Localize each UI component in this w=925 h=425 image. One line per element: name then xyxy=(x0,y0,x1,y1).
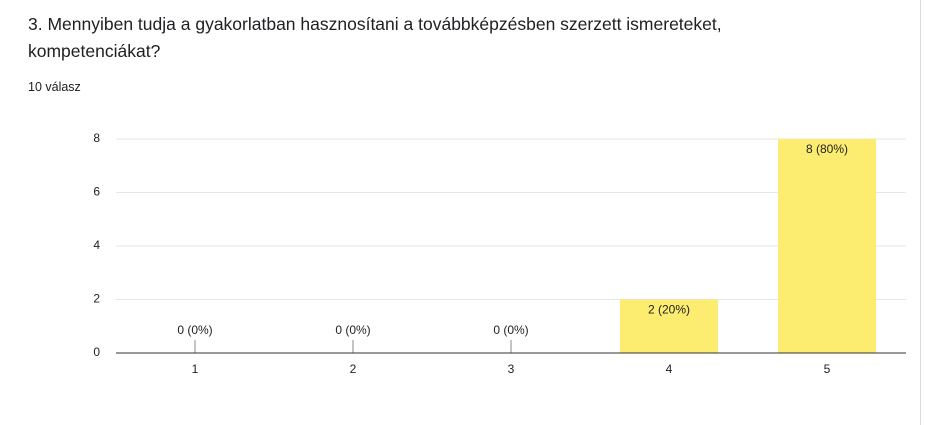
x-tick-label: 5 xyxy=(824,362,831,376)
y-tick-label: 0 xyxy=(93,345,100,359)
y-tick-label: 6 xyxy=(93,185,100,199)
card-edge xyxy=(920,0,921,425)
x-tick-label: 1 xyxy=(192,362,199,376)
response-count: 10 válasz xyxy=(28,80,81,94)
bar xyxy=(778,139,876,353)
value-label: 0 (0%) xyxy=(177,323,212,337)
value-label: 2 (20%) xyxy=(648,303,690,317)
y-tick-label: 8 xyxy=(93,131,100,145)
x-tick-label: 3 xyxy=(508,362,515,376)
y-tick-label: 2 xyxy=(93,292,100,306)
bar xyxy=(620,299,718,353)
x-tick-label: 4 xyxy=(666,362,673,376)
x-tick-label: 2 xyxy=(350,362,357,376)
y-tick-label: 4 xyxy=(93,238,100,252)
chart-title: 3. Mennyiben tudja a gyakorlatban haszno… xyxy=(28,14,722,61)
value-label: 0 (0%) xyxy=(493,323,528,337)
value-label: 0 (0%) xyxy=(335,323,370,337)
value-label: 8 (80%) xyxy=(806,142,848,156)
